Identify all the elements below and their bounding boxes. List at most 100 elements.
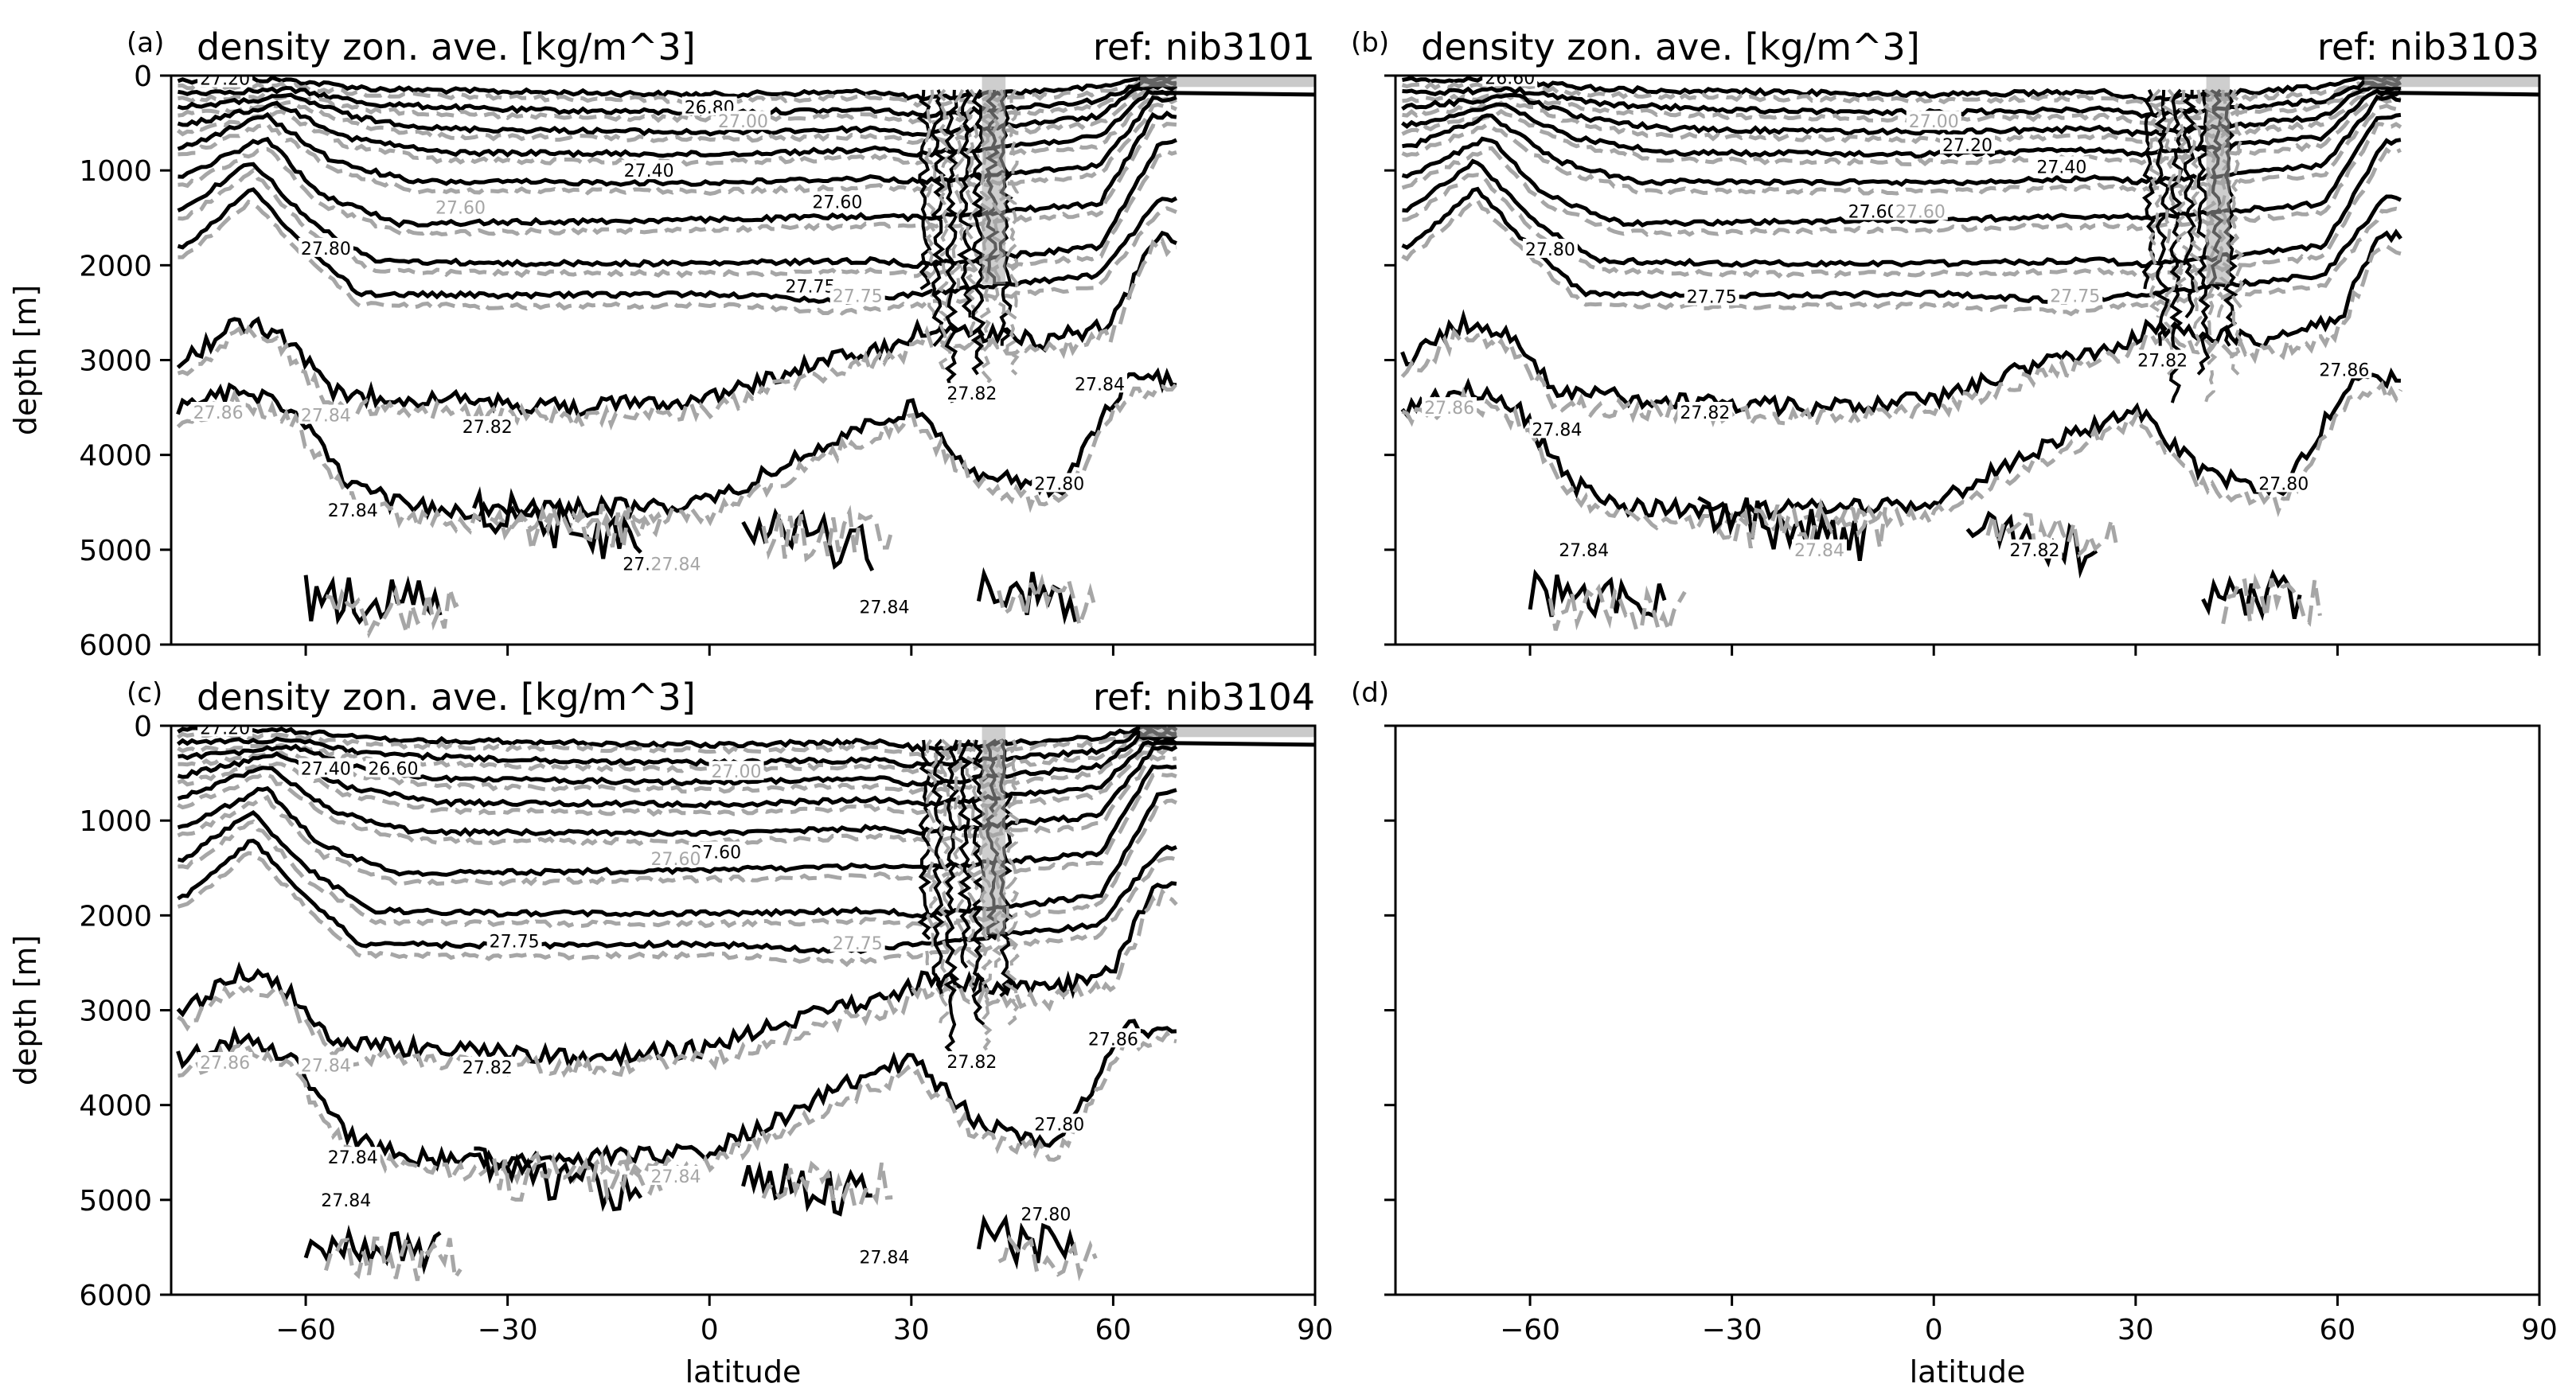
y-tick-label: 4000 [79,440,152,473]
contour-solid [176,881,1177,1071]
contour-solid [176,1019,1177,1172]
contour-label-bg [2256,473,2312,493]
contour-solid [176,230,1177,420]
contour-label-bg [2034,156,2090,176]
contour-label: 27.40 [2036,158,2086,177]
panel-letter: (a) [127,27,164,59]
contour-label-bg [1072,373,1128,393]
contour-label: 26.60 [368,760,418,780]
contour-solid [177,788,1177,919]
shaded-region [1140,726,1315,738]
contour-label-bg [783,275,838,295]
contour-label-bg [648,553,704,573]
contour-solid [1401,88,2402,159]
contour-dashed [937,88,952,376]
panel-c: (c) density zon. ave. [kg/m^3] ref: nib310… [8,676,1333,1389]
contour-label-bg [2316,359,2372,379]
contour-solid [472,486,642,559]
contour-solid [931,738,946,996]
contour-label-bg [1482,76,1538,87]
contour-dashed [177,887,1178,1081]
contour-label-bg [2007,539,2063,559]
contour-label: 27.80 [1021,1206,1071,1225]
x-tick-label: −60 [275,1314,336,1346]
contour-label-bg [621,160,677,180]
contour-label-bg [318,1189,374,1209]
contour-label: 27.84 [1559,541,1609,561]
y-tick-label: 4000 [79,1090,152,1123]
contour-label: 27.60 [812,193,862,212]
contour-dashed [950,89,966,290]
contour-label-bg [810,191,865,211]
contour-dashed [176,96,1178,167]
contour-dashed [2188,89,2204,347]
contour-label: 27.80 [1525,240,1575,260]
contour-label-bg [365,758,421,777]
contour-label: 27.84 [1075,375,1125,395]
contour-label: 27.75 [833,286,883,306]
contour-solid [1400,228,2402,419]
contour-dashed [178,122,1177,238]
contour-label-bg [459,1057,515,1076]
contour-label-bg [190,402,246,422]
contour-label: 27.84 [328,1148,378,1168]
contour-solid [1402,94,2402,187]
y-tick-label: 2000 [79,250,152,282]
contour-dashed [1004,88,1020,376]
contour-dashed [1004,739,1020,1026]
y-axis-label: depth [m] [8,285,43,435]
contour-label: 27.60 [650,850,701,870]
contour-label: 27.20 [200,70,250,90]
contour-label-bg [944,383,1000,403]
contour-label-bg [197,726,253,737]
shaded-region [2206,76,2231,285]
contour-solid [971,739,987,1026]
contour-dashed [325,585,462,639]
contour-label-bg [944,1050,1000,1070]
contour-dashed [1985,512,2119,559]
contour-label: 27.84 [321,1191,371,1211]
contour-label: 27.82 [2137,352,2188,372]
contour-dashed [177,731,1177,758]
contour-label: 27.82 [2010,541,2060,561]
contour-solid [956,88,974,318]
contour-label-bg [197,1052,253,1072]
contour-solid [178,79,1177,119]
contour-label-bg [486,930,542,950]
contour-label-bg [857,1246,912,1266]
panel-title: density zon. ave. [kg/m^3] [197,25,696,68]
contour-label: 27.75 [833,934,883,954]
contour-label-bg [1792,539,1848,559]
contour-label: 27.00 [1909,112,1959,132]
y-tick-label: 6000 [79,629,152,662]
x-tick-label: 0 [1925,1314,1943,1346]
contour-label: 27.84 [860,1248,910,1268]
y-tick-label: 0 [134,711,152,743]
y-tick-label: 1000 [79,155,152,188]
contour-solid [474,1146,643,1213]
contour-dashed [176,382,1178,536]
contour-label-bg [829,932,885,952]
x-axis-label: latitude [685,1354,802,1389]
contour-label-bg [1422,397,1477,417]
contour-label-bg [1556,539,1612,559]
contour-dashed [178,80,1177,109]
y-axis-label: depth [m] [8,935,43,1085]
contour-label: 27.75 [490,933,540,953]
contour-dashed [177,771,1177,888]
contour-dashed [178,89,1177,146]
contour-label: 27.00 [718,112,768,132]
contour-label-bg [325,1147,381,1167]
contour-label-bg [325,499,381,519]
contour-label-bg [1845,201,1901,220]
contour-solid [177,89,1178,158]
contour-solid [943,739,960,1054]
contour-label-bg [298,404,353,424]
contour-solid [177,726,1178,754]
contour-label-bg [2135,349,2191,369]
contour-label-bg [2047,285,2103,305]
contour-label-bg [459,415,515,435]
